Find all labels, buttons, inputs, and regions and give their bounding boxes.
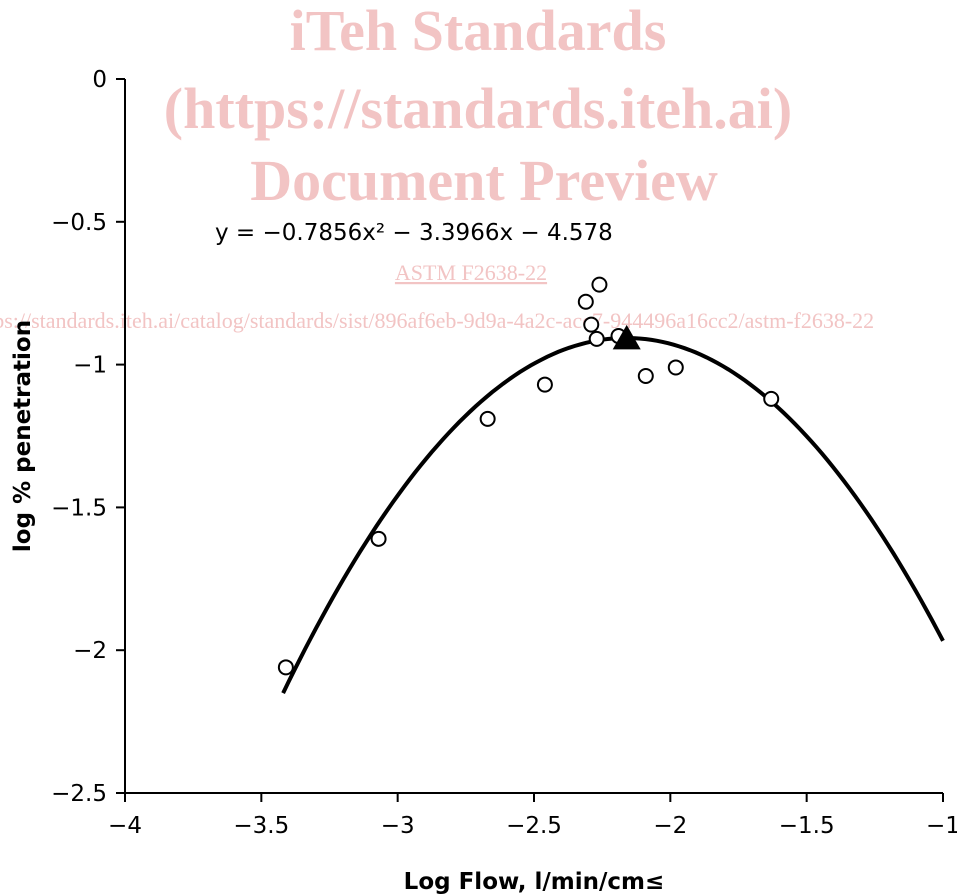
circle-point [667,359,684,376]
watermark-preview: Document Preview [250,148,718,213]
circle-point [763,390,780,407]
x-axis-title: Log Flow, l/min/cm≤ [404,869,665,894]
y-tick-label: −1 [73,353,107,379]
circle-point [370,530,387,547]
watermark-standard: ASTM F2638-22 [395,260,547,285]
x-tick-label: −3.5 [233,813,289,839]
trendline-equation: y = −0.7856x² − 3.3966x − 4.578 [215,220,613,246]
trendline-curve [281,335,945,694]
fit-layer [281,335,945,694]
circle-point [588,330,605,347]
ticks [116,78,944,802]
y-tick-label: −0.5 [51,210,107,236]
y-tick-label: −2.5 [51,781,107,807]
circle-point [479,410,496,427]
circle-point [536,376,553,393]
tick-labels: −4 −3.5 −3 −2.5 −2 −1.5 −1 0 −0.5 −1 −1.5 −2 −2.5 [51,67,957,839]
x-tick-label: −4 [108,813,142,839]
y-tick-label: −1.5 [51,495,107,521]
x-tick-label: −1 [926,813,957,839]
y-tick-label: −2 [73,638,107,664]
x-tick-label: −2.5 [506,813,562,839]
x-tick-label: −1.5 [779,813,835,839]
y-tick-label: 0 [92,67,107,93]
points-layer [277,276,780,676]
x-tick-label: −2 [653,813,687,839]
watermark-url: (https://standards.iteh.ai) [164,76,792,141]
circle-point [637,368,654,385]
watermark: iTeh Standards (https://standards.iteh.a… [0,0,874,333]
circle-point [591,276,608,293]
circle-point [577,293,594,310]
x-tick-label: −3 [381,813,415,839]
y-axis-title: log % penetration [10,320,36,552]
watermark-link: https://standards.iteh.ai/catalog/standa… [0,308,874,333]
circle-point [583,316,600,333]
triangle-point [612,324,641,350]
watermark-title: iTeh Standards [290,0,667,63]
circle-point [277,659,294,676]
